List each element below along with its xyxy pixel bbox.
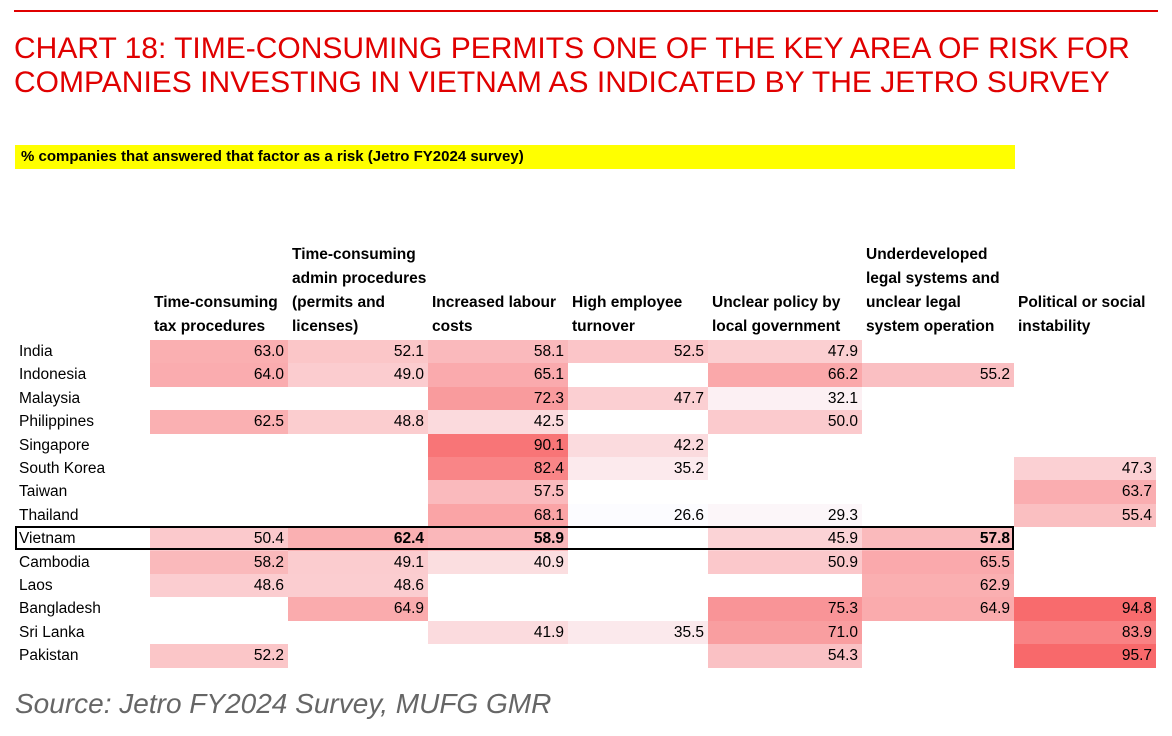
heatmap-cell: 42.5 xyxy=(428,410,568,434)
heatmap-cell: 54.3 xyxy=(708,644,862,668)
column-header: Time-consuming tax procedures xyxy=(154,294,278,335)
chart-title: CHART 18: TIME-CONSUMING PERMITS ONE OF … xyxy=(14,32,1130,99)
row-label: Philippines xyxy=(19,413,94,431)
row-label: Taiwan xyxy=(19,483,68,501)
heatmap-cell: 66.2 xyxy=(708,363,862,387)
row-label: Vietnam xyxy=(19,530,76,548)
heatmap-cell: 29.3 xyxy=(708,503,862,528)
row-label: Pakistan xyxy=(19,647,79,665)
heatmap-cell: 41.9 xyxy=(428,620,568,645)
heatmap-cell: 52.2 xyxy=(150,644,288,668)
heatmap-cell: 90.1 xyxy=(428,433,568,457)
heatmap-cell: 83.9 xyxy=(1014,620,1156,645)
heatmap-cell: 58.9 xyxy=(428,527,568,551)
row-label: India xyxy=(19,343,53,360)
top-rule xyxy=(14,10,1158,12)
heatmap-cell: 75.3 xyxy=(708,597,862,621)
row-label: Sri Lanka xyxy=(19,623,85,641)
heatmap-cell: 40.9 xyxy=(428,550,568,574)
heatmap-cell: 62.4 xyxy=(288,527,428,551)
heatmap-cell: 64.9 xyxy=(862,597,1014,621)
heatmap-cell: 49.1 xyxy=(288,550,428,574)
row-label: Cambodia xyxy=(19,553,90,571)
heatmap-cell: 50.0 xyxy=(708,410,862,434)
column-header: Increased labour costs xyxy=(432,294,557,335)
heatmap-cell: 63.7 xyxy=(1014,480,1156,504)
heatmap-cell: 52.5 xyxy=(568,340,708,364)
heatmap-cell: 64.0 xyxy=(150,363,288,387)
chart-subtitle: % companies that answered that factor as… xyxy=(15,145,1015,169)
heatmap-cell: 58.2 xyxy=(150,550,288,574)
heatmap-cell: 55.4 xyxy=(1014,503,1156,528)
heatmap-cell: 62.9 xyxy=(862,574,1014,598)
heatmap-cell: 65.1 xyxy=(428,363,568,387)
heatmap-cell: 52.1 xyxy=(288,340,428,364)
heatmap-cell: 62.5 xyxy=(150,410,288,434)
column-header: Unclear policy by local government xyxy=(712,294,841,335)
heatmap-cell: 47.7 xyxy=(568,386,708,411)
heatmap-cell: 50.4 xyxy=(150,527,288,551)
heatmap-cell: 47.3 xyxy=(1014,457,1156,481)
heatmap-cell: 26.6 xyxy=(568,503,708,528)
row-label: Singapore xyxy=(19,436,90,454)
heatmap-cell: 35.5 xyxy=(568,620,708,645)
column-header: High employee turnover xyxy=(572,294,683,335)
column-header: Political or social instability xyxy=(1018,294,1146,335)
heatmap-cell: 42.2 xyxy=(568,433,708,457)
row-label: Bangladesh xyxy=(19,600,101,618)
heatmap-cell: 35.2 xyxy=(568,457,708,481)
heatmap-cell: 48.6 xyxy=(150,574,288,598)
row-label: South Korea xyxy=(19,460,106,477)
heatmap-cell: 71.0 xyxy=(708,620,862,645)
row-label: Indonesia xyxy=(19,366,87,384)
heatmap-cell: 58.1 xyxy=(428,340,568,364)
heatmap-cell: 47.9 xyxy=(708,340,862,364)
heatmap-cell: 65.5 xyxy=(862,550,1014,574)
heatmap-cell: 94.8 xyxy=(1014,597,1156,621)
row-label: Laos xyxy=(19,577,53,594)
heatmap-cell: 82.4 xyxy=(428,457,568,481)
heatmap-cell: 49.0 xyxy=(288,363,428,387)
row-label: Thailand xyxy=(19,506,79,524)
heatmap-cell: 55.2 xyxy=(862,363,1014,387)
heatmap-cell: 48.8 xyxy=(288,410,428,434)
heatmap-cell: 45.9 xyxy=(708,527,862,551)
heatmap-cell: 95.7 xyxy=(1014,644,1156,668)
column-header: Time-consuming admin procedures (permits… xyxy=(292,246,427,335)
row-label: Malaysia xyxy=(19,389,81,407)
heatmap-cell: 57.5 xyxy=(428,480,568,504)
column-header: Underdeveloped legal systems and unclear… xyxy=(866,246,1000,335)
heatmap-cell: 50.9 xyxy=(708,550,862,574)
heatmap-cell: 64.9 xyxy=(288,597,428,621)
heatmap-cell: 57.8 xyxy=(862,527,1014,551)
heatmap-cell: 68.1 xyxy=(428,503,568,528)
heatmap-cell: 48.6 xyxy=(288,574,428,598)
heatmap-cell: 63.0 xyxy=(150,340,288,364)
source-note: Source: Jetro FY2024 Survey, MUFG GMR xyxy=(15,688,552,719)
heatmap-cell: 72.3 xyxy=(428,386,568,411)
heatmap-cell: 32.1 xyxy=(708,386,862,411)
vietnam-highlight-box xyxy=(15,526,1014,550)
